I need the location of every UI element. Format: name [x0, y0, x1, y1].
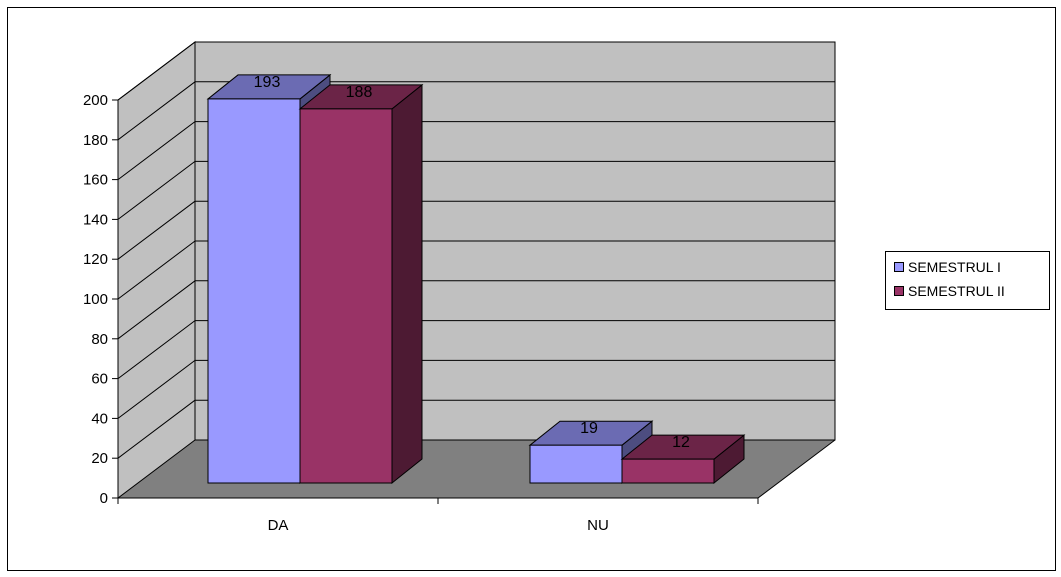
gridline-side — [117, 399, 196, 459]
gridline-side — [117, 81, 196, 141]
bar-side — [391, 83, 423, 485]
legend-box — [885, 251, 1050, 310]
y-axis-ticks: 0 20 40 60 80 100 120 140 160 180 200 — [83, 92, 118, 507]
bar-front — [299, 108, 393, 484]
legend-swatch — [894, 286, 904, 296]
y-tick-label: 0 — [100, 490, 108, 507]
legend-entry: SEMESTRUL II — [908, 283, 1005, 299]
y-tick-label: 140 — [83, 211, 108, 228]
data-label: 19 — [580, 420, 598, 437]
bar — [298, 83, 424, 485]
y-tick-label: 120 — [83, 251, 108, 268]
gridline-side — [117, 320, 196, 379]
x-axis-categories: DA NU — [117, 498, 759, 534]
legend: SEMESTRUL I SEMESTRUL II — [885, 251, 1050, 310]
y-tick-label: 80 — [91, 331, 108, 348]
y-tick-label: 60 — [91, 371, 108, 388]
bar — [620, 434, 746, 485]
floor-edge — [757, 439, 836, 499]
bar-front — [621, 458, 715, 484]
gridline-side — [117, 121, 196, 180]
gridline-side — [117, 360, 196, 419]
legend-entry: SEMESTRUL I — [908, 259, 1001, 275]
data-label: 188 — [346, 84, 373, 101]
bar-front — [529, 444, 623, 484]
x-category-label: NU — [587, 517, 609, 534]
bar-front — [207, 98, 301, 484]
y-tick-label: 160 — [83, 172, 108, 189]
y-tick-label: 200 — [83, 92, 108, 109]
x-category-label: DA — [268, 517, 289, 534]
y-tick-label: 180 — [83, 132, 108, 149]
data-label: 193 — [254, 74, 281, 91]
y-tick-label: 20 — [91, 450, 108, 467]
gridline-side — [117, 161, 196, 220]
gridline-side — [117, 280, 196, 340]
data-labels: 193 188 19 12 — [254, 74, 690, 451]
gridline-side — [117, 240, 196, 300]
y-tick-label: 100 — [83, 291, 108, 308]
data-label: 12 — [672, 434, 690, 451]
gridline-side — [117, 200, 196, 260]
legend-swatch — [894, 262, 904, 272]
gridline-side — [117, 41, 196, 101]
bars — [206, 73, 746, 485]
y-tick-label: 40 — [91, 410, 108, 427]
